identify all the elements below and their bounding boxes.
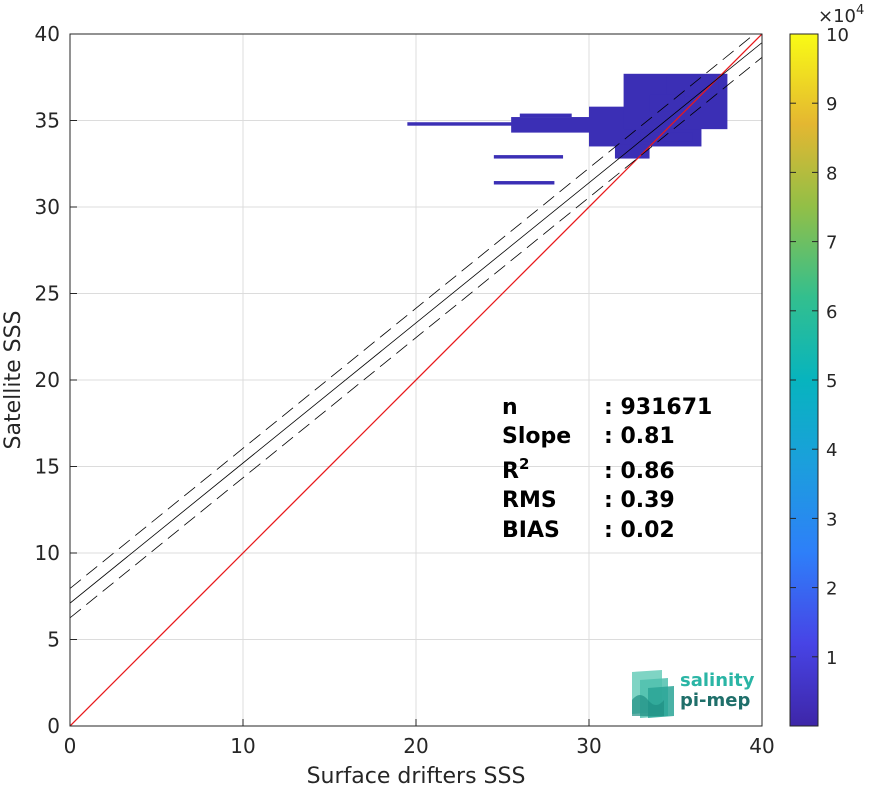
colorbar-tick-label: 4 xyxy=(826,440,837,461)
density-cell xyxy=(407,122,520,126)
colorbar-tick-label: 9 xyxy=(826,94,837,115)
y-tick-label: 35 xyxy=(35,109,60,133)
density-cell xyxy=(493,181,555,185)
stat-value: : 0.02 xyxy=(604,518,675,543)
density-cell xyxy=(640,132,693,142)
y-axis-label: Satellite SSS xyxy=(1,311,26,450)
x-tick-label: 30 xyxy=(576,734,601,758)
y-tick-label: 5 xyxy=(47,628,60,652)
colorbar-tick-label: 1 xyxy=(826,648,837,669)
density-cell xyxy=(649,94,685,112)
regression-line xyxy=(70,42,762,604)
stat-value: : 0.81 xyxy=(604,424,675,449)
y-tick-label: 15 xyxy=(35,455,60,479)
y-axis-ticks: 0 5 10 15 20 25 30 35 40 xyxy=(35,22,77,738)
colorbar-exponent-base: 10 xyxy=(833,6,856,27)
colorbar-tick-label: 7 xyxy=(826,233,837,254)
x-tick-label: 20 xyxy=(403,734,428,758)
colorbar-tick-label: 6 xyxy=(826,302,837,323)
colorbar-ticks: 1 2 3 4 5 6 7 8 9 10 xyxy=(790,25,849,669)
y-tick-label: 30 xyxy=(35,195,60,219)
y-tick-label: 0 xyxy=(47,714,60,738)
density-cell xyxy=(511,117,598,133)
colorbar-tick-label: 3 xyxy=(826,509,837,530)
x-axis-label: Surface drifters SSS xyxy=(307,764,526,788)
x-tick-label: 10 xyxy=(230,734,255,758)
y-tick-label: 20 xyxy=(35,368,60,392)
identity-line xyxy=(70,34,762,726)
y-tick-label: 25 xyxy=(35,282,60,306)
x-axis-ticks: 0 10 20 30 40 xyxy=(64,719,775,758)
colorbar-tick-label: 10 xyxy=(826,25,849,46)
stat-label: RMS xyxy=(502,488,557,513)
colorbar-tick-label: 8 xyxy=(826,163,837,184)
y-tick-label: 40 xyxy=(35,22,60,46)
colorbar-exponent-power: 4 xyxy=(856,3,864,18)
stat-value: : 0.39 xyxy=(604,488,675,513)
x-tick-label: 0 xyxy=(64,734,77,758)
x-tick-label: 40 xyxy=(749,734,774,758)
colorbar-multiplier-symbol: × xyxy=(818,6,833,27)
y-tick-label: 10 xyxy=(35,541,60,565)
stat-label-superscript: 2 xyxy=(519,455,529,473)
density-cells xyxy=(407,73,728,185)
regression-upper-bound xyxy=(70,34,756,589)
colorbar-tick-label: 5 xyxy=(826,371,837,392)
salinity-pi-mep-logo: salinity pi-mep xyxy=(632,670,755,718)
reference-lines xyxy=(70,34,762,726)
stat-label: BIAS xyxy=(502,518,560,543)
logo-line2: pi-mep xyxy=(680,690,750,711)
stat-value: : 931671 xyxy=(604,395,712,420)
regression-lower-bound xyxy=(70,57,762,619)
density-cell xyxy=(519,113,572,118)
colorbar-multiplier: ×104 xyxy=(818,3,864,27)
colorbar-tick-label: 2 xyxy=(826,579,837,600)
density-cell xyxy=(493,155,564,159)
stat-label: Slope xyxy=(502,424,571,449)
stat-value: : 0.86 xyxy=(604,459,675,484)
logo-waves-icon xyxy=(632,670,674,718)
logo-line1: salinity xyxy=(680,670,755,691)
stat-label: n xyxy=(502,395,518,420)
